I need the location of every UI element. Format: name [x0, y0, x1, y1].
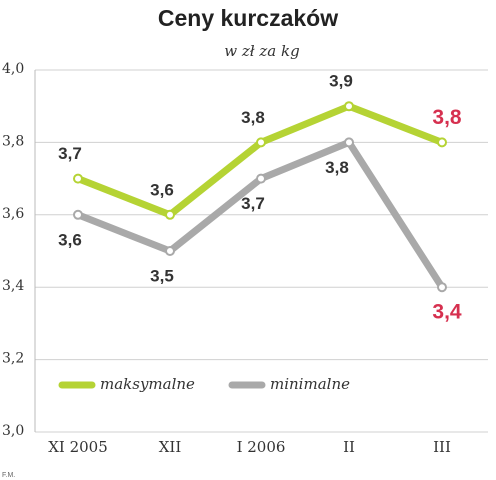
x-tick-label: XII: [159, 438, 182, 456]
legend-label: minimalne: [270, 375, 350, 393]
y-tick-label: 3,6: [2, 206, 24, 222]
point: [73, 173, 83, 184]
chart-title: Ceny kurczaków: [158, 5, 338, 31]
value-label: 3,6: [150, 180, 174, 199]
point: [344, 137, 354, 148]
y-tick-label: 3,8: [2, 133, 24, 149]
y-tick-label: 3,0: [2, 423, 24, 439]
y-tick-label: 3,2: [2, 351, 24, 367]
x-tick-label: III: [433, 438, 451, 456]
x-tick-label: II: [343, 438, 355, 456]
point: [256, 137, 266, 148]
point: [73, 209, 83, 220]
value-label: 3,6: [58, 230, 82, 249]
value-label: 3,5: [150, 266, 174, 285]
value-label: 3,7: [58, 144, 82, 163]
point: [165, 246, 175, 256]
point: [256, 173, 266, 184]
x-tick-label: XI 2005: [48, 438, 108, 456]
x-tick-label: I 2006: [237, 438, 286, 456]
legend-label: maksymalne: [100, 375, 195, 393]
chart-subtitle: w zł za kg: [224, 42, 299, 60]
value-label: 3,8: [432, 106, 462, 129]
point: [165, 209, 175, 220]
point: [344, 101, 354, 112]
source: F.M.: [2, 472, 15, 479]
point: [437, 137, 447, 148]
point: [437, 282, 447, 293]
value-label: 3,8: [241, 108, 265, 127]
value-label: 3,7: [241, 194, 265, 213]
value-label: 3,8: [325, 158, 349, 177]
value-label: 3,4: [432, 301, 462, 324]
y-tick-label: 3,4: [2, 278, 24, 294]
value-label: 3,9: [329, 72, 353, 91]
y-tick-label: 4,0: [2, 61, 24, 77]
